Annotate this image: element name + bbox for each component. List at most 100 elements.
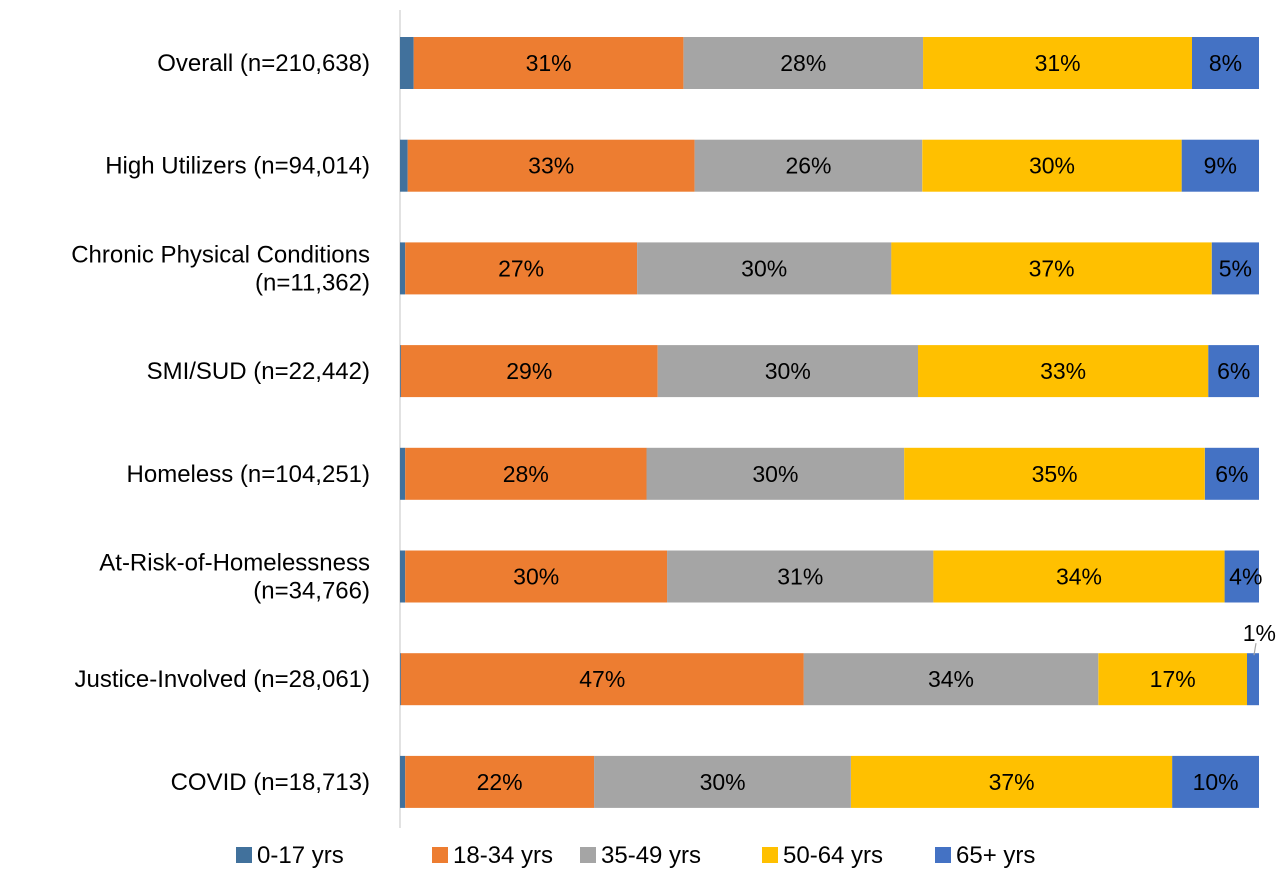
bar-segment-65-yrs: [1211, 242, 1259, 295]
data-label: 28%: [780, 50, 826, 76]
data-label: 30%: [752, 461, 798, 487]
bar-segment-0-17-yrs: [400, 345, 401, 398]
category-label-line: At-Risk-of-Homelessness: [99, 550, 370, 577]
bar-segment-18-34-yrs: [405, 755, 595, 808]
bar-segment-50-64-yrs: [933, 550, 1225, 603]
bar-segment-0-17-yrs: [400, 447, 406, 500]
category-label-line: Chronic Physical Conditions: [71, 241, 370, 268]
category-label-line: High Utilizers (n=94,014): [105, 153, 370, 180]
category-label-line: SMI/SUD (n=22,442): [147, 358, 370, 385]
bar-segment-65-yrs: [1192, 37, 1259, 89]
bar-segment-35-49-yrs: [694, 139, 923, 192]
bar-segment-35-49-yrs: [594, 755, 851, 808]
data-label: 4%: [1229, 564, 1262, 590]
category-label-line: Overall (n=210,638): [157, 50, 370, 77]
data-label: 30%: [765, 358, 811, 384]
bar-segment-0-17-yrs: [400, 550, 406, 603]
bar-segment-18-34-yrs: [405, 550, 668, 603]
data-label: 17%: [1150, 666, 1196, 692]
legend-swatch: [236, 847, 252, 863]
bar-segment-50-64-yrs: [922, 139, 1182, 192]
data-label: 28%: [503, 461, 549, 487]
data-label: 37%: [989, 769, 1035, 795]
data-label: 5%: [1219, 255, 1252, 281]
data-label: 6%: [1217, 358, 1250, 384]
data-label: 34%: [1056, 564, 1102, 590]
bar-segment-50-64-yrs: [891, 242, 1212, 295]
data-label: 37%: [1029, 255, 1075, 281]
legend-label: 35-49 yrs: [601, 842, 701, 869]
data-label: 30%: [513, 564, 559, 590]
category-label: COVID (n=18,713): [171, 769, 370, 796]
data-label: 30%: [1029, 153, 1075, 179]
data-label: 31%: [526, 50, 572, 76]
bar-segment-0-17-yrs: [400, 37, 414, 89]
legend-label: 65+ yrs: [956, 842, 1035, 869]
category-label-line: Homeless (n=104,251): [127, 461, 370, 488]
bar-segment-0-17-yrs: [400, 755, 406, 808]
bar-segment-65-yrs: [1204, 447, 1259, 500]
data-label: 9%: [1204, 153, 1237, 179]
category-labels-group: Overall (n=210,638) High Utilizers (n=94,…: [71, 50, 370, 796]
bar-segment-50-64-yrs: [851, 755, 1173, 808]
data-label: 29%: [506, 358, 552, 384]
data-label: 33%: [1040, 358, 1086, 384]
bar-segment-65-yrs: [1172, 755, 1259, 808]
bar-segment-18-34-yrs: [407, 139, 695, 192]
category-label: Chronic Physical Conditions (n=11,362): [71, 241, 370, 296]
legend-swatch: [432, 847, 448, 863]
bar-segment-35-49-yrs: [683, 37, 924, 89]
bar-segment-0-17-yrs: [400, 653, 401, 706]
bar-segment-18-34-yrs: [405, 447, 647, 500]
bar-segment-65-yrs: [1224, 550, 1259, 603]
bar-segment-50-64-yrs: [1098, 653, 1247, 706]
category-label: High Utilizers (n=94,014): [105, 153, 370, 180]
data-label: 30%: [700, 769, 746, 795]
bar-segment-35-49-yrs: [803, 653, 1099, 706]
category-label-line: (n=34,766): [253, 578, 370, 605]
bar-segment-65-yrs: [1181, 139, 1259, 192]
data-label-leader-line: [1253, 643, 1257, 656]
legend-label: 0-17 yrs: [257, 842, 344, 869]
category-label: At-Risk-of-Homelessness (n=34,766): [99, 550, 370, 605]
bar-segment-35-49-yrs: [667, 550, 934, 603]
legend-swatch: [580, 847, 596, 863]
data-label: 31%: [1035, 50, 1081, 76]
category-label: Overall (n=210,638): [157, 50, 370, 77]
legend-label: 18-34 yrs: [453, 842, 553, 869]
category-label-line: (n=11,362): [255, 269, 370, 296]
data-label: 47%: [579, 666, 625, 692]
bar-segment-18-34-yrs: [400, 653, 804, 706]
bar-segment-65-yrs: [1247, 653, 1259, 706]
data-label: 26%: [785, 153, 831, 179]
bar-segment-0-17-yrs: [400, 242, 406, 295]
data-label: 30%: [741, 255, 787, 281]
bar-segment-35-49-yrs: [657, 345, 918, 398]
bar-segment-50-64-yrs: [904, 447, 1205, 500]
bar-segment-35-49-yrs: [637, 242, 892, 295]
bar-segment-18-34-yrs: [405, 242, 638, 295]
data-label: 31%: [777, 564, 823, 590]
bars-group: 31% 28% 31% 8% 33% 26% 30% 9% 27% 30% 37% 5% 29% 30% 3…: [400, 37, 1276, 808]
bar-segment-0-17-yrs: [400, 139, 408, 192]
bar-segment-65-yrs: [1208, 345, 1259, 398]
bar-segment-50-64-yrs: [918, 345, 1209, 398]
bar-segment-18-34-yrs: [400, 345, 658, 398]
category-label: Justice-Involved (n=28,061): [75, 666, 371, 693]
bar-segment-35-49-yrs: [646, 447, 905, 500]
legend-swatch: [935, 847, 951, 863]
data-label: 35%: [1032, 461, 1078, 487]
data-label: 22%: [477, 769, 523, 795]
category-label: Homeless (n=104,251): [127, 461, 370, 488]
legend-swatch: [762, 847, 778, 863]
legend-label: 50-64 yrs: [783, 842, 883, 869]
data-label: 1%: [1243, 620, 1276, 646]
data-label: 10%: [1193, 769, 1239, 795]
data-label: 6%: [1215, 461, 1248, 487]
category-label-line: COVID (n=18,713): [171, 769, 370, 796]
data-label: 34%: [928, 666, 974, 692]
bar-segment-18-34-yrs: [413, 37, 684, 89]
data-label: 33%: [528, 153, 574, 179]
category-label: SMI/SUD (n=22,442): [147, 358, 370, 385]
